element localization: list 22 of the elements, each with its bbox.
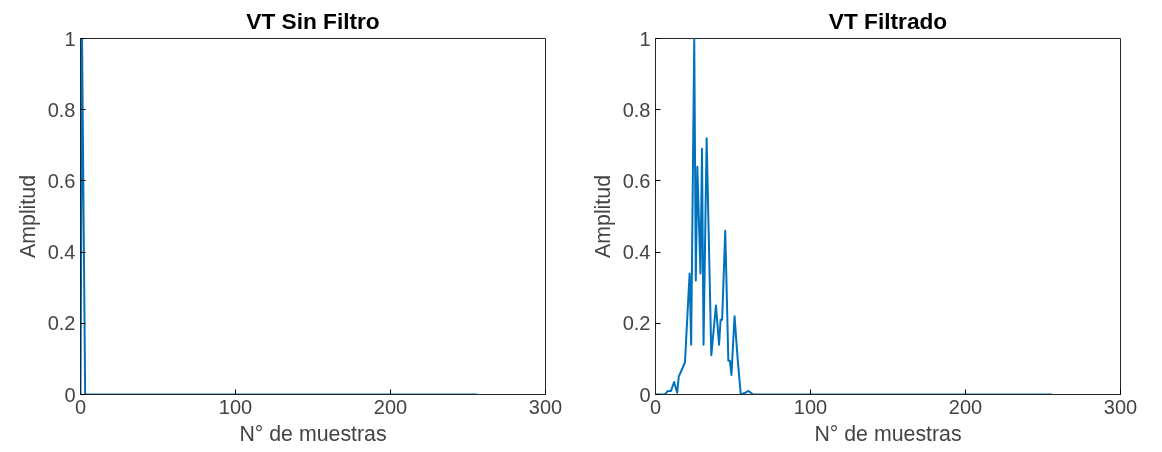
- y-tick-label: 0.2: [47, 312, 76, 335]
- x-axis-title: N° de muestras: [814, 421, 962, 446]
- y-tick-label: 0.6: [47, 169, 76, 192]
- x-tick-label: 300: [528, 395, 563, 418]
- x-tick-label: 100: [218, 395, 253, 418]
- x-tick-label: 200: [373, 395, 408, 418]
- y-tick-label: 0.8: [47, 98, 76, 121]
- y-tick-label: 0.8: [622, 98, 651, 121]
- y-tick-label: 0.2: [622, 312, 651, 335]
- y-tick-label: 1: [639, 27, 651, 50]
- x-axis-title: N° de muestras: [239, 421, 387, 446]
- y-tick-label: 1: [64, 27, 76, 50]
- y-axis-title: Amplitud: [15, 175, 40, 258]
- x-tick-label: 100: [793, 395, 828, 418]
- y-tick-label: 0.6: [622, 169, 651, 192]
- x-tick-label: 200: [948, 395, 983, 418]
- chart-title: VT Sin Filtro: [246, 7, 380, 34]
- y-tick-label: 0.4: [47, 241, 76, 264]
- chart-title: VT Filtrado: [828, 7, 948, 34]
- y-axis-title: Amplitud: [590, 175, 615, 258]
- x-tick-label: 300: [1103, 395, 1138, 418]
- y-tick-label: 0.4: [622, 241, 651, 264]
